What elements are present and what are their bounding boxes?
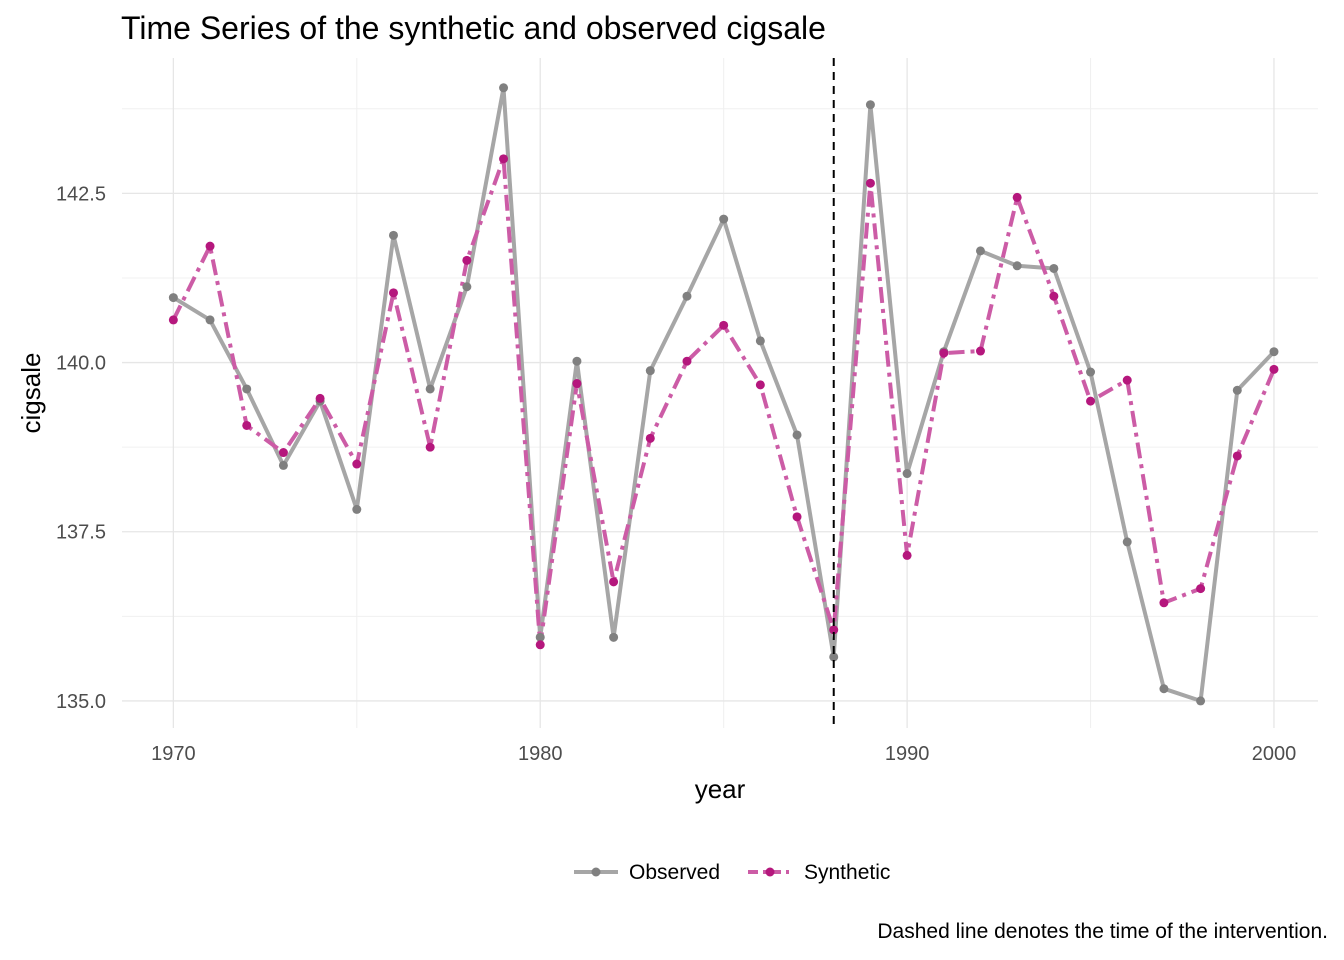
point-observed-1997 [1159, 684, 1169, 694]
point-observed-1990 [902, 469, 912, 479]
legend: Observed Synthetic [574, 861, 890, 884]
legend-key-point-observed [591, 867, 601, 877]
point-observed-1972 [242, 384, 252, 394]
point-observed-1988 [829, 652, 839, 662]
point-observed-1984 [682, 291, 692, 301]
y-tick-label: 142.5 [56, 183, 106, 205]
point-synthetic-1986 [755, 380, 765, 390]
axes: 135.0 137.5 140.0 142.5 1970 1980 1990 2000 year… [16, 183, 1296, 804]
x-tick-label: 1990 [885, 743, 930, 765]
point-synthetic-1977 [425, 442, 435, 452]
point-synthetic-1979 [499, 154, 509, 164]
x-tick-label: 1970 [151, 743, 196, 765]
point-observed-1989 [865, 100, 875, 110]
point-synthetic-1985 [719, 320, 729, 330]
point-synthetic-1975 [352, 459, 362, 469]
point-synthetic-1972 [242, 420, 252, 430]
chart-caption: Dashed line denotes the time of the inte… [877, 920, 1328, 943]
x-tick-label: 2000 [1252, 743, 1297, 765]
point-synthetic-1970 [168, 315, 178, 325]
point-synthetic-1980 [535, 640, 545, 650]
point-observed-1976 [388, 230, 398, 240]
series [168, 58, 1279, 728]
point-observed-1981 [572, 356, 582, 366]
point-observed-1994 [1049, 263, 1059, 273]
point-synthetic-1983 [645, 433, 655, 443]
point-observed-1977 [425, 384, 435, 394]
point-synthetic-1973 [278, 448, 288, 458]
point-synthetic-1990 [902, 550, 912, 560]
point-synthetic-1993 [1012, 192, 1022, 202]
point-synthetic-1997 [1159, 598, 1169, 608]
point-synthetic-1994 [1049, 291, 1059, 301]
legend-label-synthetic: Synthetic [804, 861, 890, 884]
point-observed-1978 [462, 282, 472, 292]
point-synthetic-2000 [1269, 364, 1279, 374]
point-synthetic-1982 [609, 577, 619, 587]
point-observed-1971 [205, 315, 215, 325]
point-observed-1970 [168, 293, 178, 303]
point-observed-1999 [1232, 385, 1242, 395]
point-observed-1987 [792, 430, 802, 440]
point-observed-1975 [352, 504, 362, 514]
point-observed-1982 [609, 632, 619, 642]
chart-title: Time Series of the synthetic and observe… [121, 10, 826, 46]
point-observed-1992 [975, 246, 985, 256]
point-synthetic-1999 [1232, 451, 1242, 461]
point-synthetic-1995 [1086, 396, 1096, 406]
point-observed-1979 [499, 83, 509, 93]
point-synthetic-1971 [205, 241, 215, 251]
point-synthetic-1981 [572, 379, 582, 389]
point-synthetic-1987 [792, 512, 802, 522]
y-axis-title: cigsale [16, 353, 46, 434]
point-synthetic-1988 [829, 625, 839, 635]
point-synthetic-1974 [315, 393, 325, 403]
point-observed-1995 [1086, 367, 1096, 377]
point-observed-1986 [755, 336, 765, 346]
point-observed-1996 [1122, 537, 1132, 547]
point-observed-2000 [1269, 347, 1279, 357]
point-synthetic-1992 [975, 346, 985, 356]
point-synthetic-1976 [388, 288, 398, 298]
point-synthetic-1984 [682, 356, 692, 366]
grid [122, 58, 1318, 728]
y-tick-label: 137.5 [56, 522, 106, 544]
point-observed-1973 [278, 460, 288, 470]
point-observed-1993 [1012, 261, 1022, 271]
y-tick-label: 140.0 [56, 353, 106, 375]
legend-label-observed: Observed [629, 861, 720, 884]
point-synthetic-1978 [462, 255, 472, 265]
point-synthetic-1989 [865, 178, 875, 188]
point-synthetic-1996 [1122, 375, 1132, 385]
x-axis-title: year [695, 774, 746, 804]
point-observed-1985 [719, 214, 729, 224]
point-observed-1983 [645, 366, 655, 376]
point-observed-1980 [535, 632, 545, 642]
legend-key-point-synthetic [765, 867, 775, 877]
x-tick-label: 1980 [518, 743, 563, 765]
y-tick-label: 135.0 [56, 691, 106, 713]
point-observed-1998 [1196, 696, 1206, 706]
point-synthetic-1991 [939, 348, 949, 358]
point-synthetic-1998 [1196, 584, 1206, 594]
